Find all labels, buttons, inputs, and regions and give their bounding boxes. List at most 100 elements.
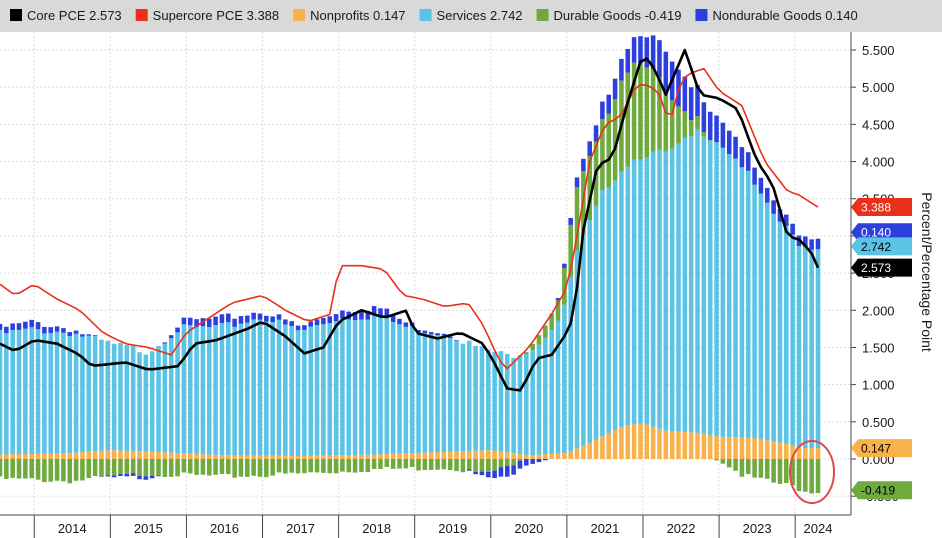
bar-nonprofits-105 [663,430,669,459]
bar-services-6 [35,329,41,454]
bar-nondurable-74 [466,469,472,471]
value-tag-bg-durable [851,481,912,500]
bar-nondurable-75 [473,471,478,475]
bar-durable-120 [758,459,764,478]
legend-swatch-services [419,9,432,21]
bar-nonprofits-79 [498,451,504,459]
bar-services-3 [16,329,22,455]
bar-nonprofits-68 [428,452,434,459]
bar-nondurable-39 [245,315,250,323]
bar-nondurable-44 [276,314,282,320]
bar-nonprofits-120 [758,438,764,459]
bar-nonprofits-122 [771,441,776,459]
bar-durable-123 [777,459,783,484]
bar-nonprofits-93 [587,442,593,459]
bar-nondurable-45 [283,319,288,325]
bar-services-52 [327,322,333,456]
bar-nonprofits-73 [460,451,466,459]
bar-nonprofits-114 [720,436,726,459]
bar-durable-0 [0,459,3,477]
bar-nonprofits-55 [346,455,352,459]
bar-nondurable-36 [225,313,231,323]
bar-durable-6 [35,459,41,480]
bar-services-42 [264,321,269,456]
bar-durable-117 [739,459,745,477]
bar-nondurable-31 [194,319,199,328]
bar-durable-114 [720,459,726,464]
bar-nondurable-22 [137,475,142,480]
bar-services-77 [485,349,491,451]
x-tick-label-2021: 2021 [590,521,619,536]
bar-nonprofits-39 [245,455,250,459]
bar-durable-53 [333,459,339,474]
bar-nondurable-80 [505,465,510,477]
bar-nonprofits-127 [803,448,808,459]
bar-nonprofits-77 [485,450,491,459]
bar-nondurable-25 [156,475,161,477]
bar-nonprofits-112 [707,434,713,459]
bar-nondurable-3 [16,323,22,330]
bar-nondurable-35 [219,314,225,324]
bar-services-31 [194,327,199,454]
bar-services-105 [663,151,669,431]
bar-nonprofits-16 [99,450,104,459]
bar-durable-65 [409,459,415,467]
bar-nondurable-119 [752,167,757,185]
bar-services-40 [251,319,256,456]
value-tag-nondurable: 0.140 [851,223,912,242]
bar-durable-44 [276,459,282,473]
annotation-layer [789,440,835,504]
bar-nonprofits-5 [29,453,34,459]
x-tick-label-2023: 2023 [743,521,772,536]
bar-services-4 [23,328,28,455]
chart-legend: Core PCE 2.573 Supercore PCE 3.388 Nonprof… [10,8,858,23]
legend-label-services: Services 2.742 [437,8,523,23]
bar-nonprofits-27 [168,452,174,459]
value-tag-bg-services [851,237,912,256]
bar-nonprofits-110 [695,432,700,459]
bar-services-9 [54,331,60,454]
bar-services-24 [149,351,155,452]
bar-nondurable-116 [733,136,738,159]
bar-durable-87 [549,314,554,331]
bar-durable-1 [4,459,9,479]
y-tick-label-1: 5.000 [862,80,895,95]
x-tick-label-2018: 2018 [362,521,391,536]
bar-services-7 [42,333,47,454]
bar-nonprofits-61 [384,454,390,459]
bar-nonprofits-78 [492,450,497,459]
bar-services-0 [0,329,3,455]
bar-durable-85 [536,335,542,345]
bar-durable-30 [187,459,193,474]
bar-services-19 [118,342,123,451]
bar-services-95 [600,189,605,437]
bar-nonprofits-47 [295,456,301,459]
bar-nonprofits-57 [359,454,364,459]
bar-services-112 [707,140,713,435]
bar-nonprofits-31 [194,453,199,459]
bar-durable-9 [54,459,60,481]
bar-durable-56 [352,459,358,473]
bar-durable-77 [485,459,491,472]
bar-nondurable-83 [524,459,529,466]
bar-nonprofits-42 [264,455,269,459]
legend-swatch-durable [536,9,549,21]
bar-durable-81 [511,459,516,466]
bar-services-53 [333,321,339,456]
bar-services-64 [403,326,409,454]
bar-nonprofits-102 [644,424,650,459]
bar-services-34 [213,325,218,455]
bar-durable-107 [676,106,681,144]
value-tag-supercore: 3.388 [851,198,912,217]
bar-durable-58 [365,459,371,472]
bar-nondurable-127 [803,236,808,247]
bar-services-80 [505,353,510,453]
bar-services-74 [466,340,472,451]
bar-nondurable-76 [479,471,485,476]
bar-services-96 [606,187,612,434]
bar-durable-64 [403,459,409,469]
bar-nondurable-96 [606,94,612,114]
bar-nonprofits-24 [149,451,155,459]
bar-nonprofits-86 [543,454,548,459]
bar-nonprofits-21 [130,450,136,459]
